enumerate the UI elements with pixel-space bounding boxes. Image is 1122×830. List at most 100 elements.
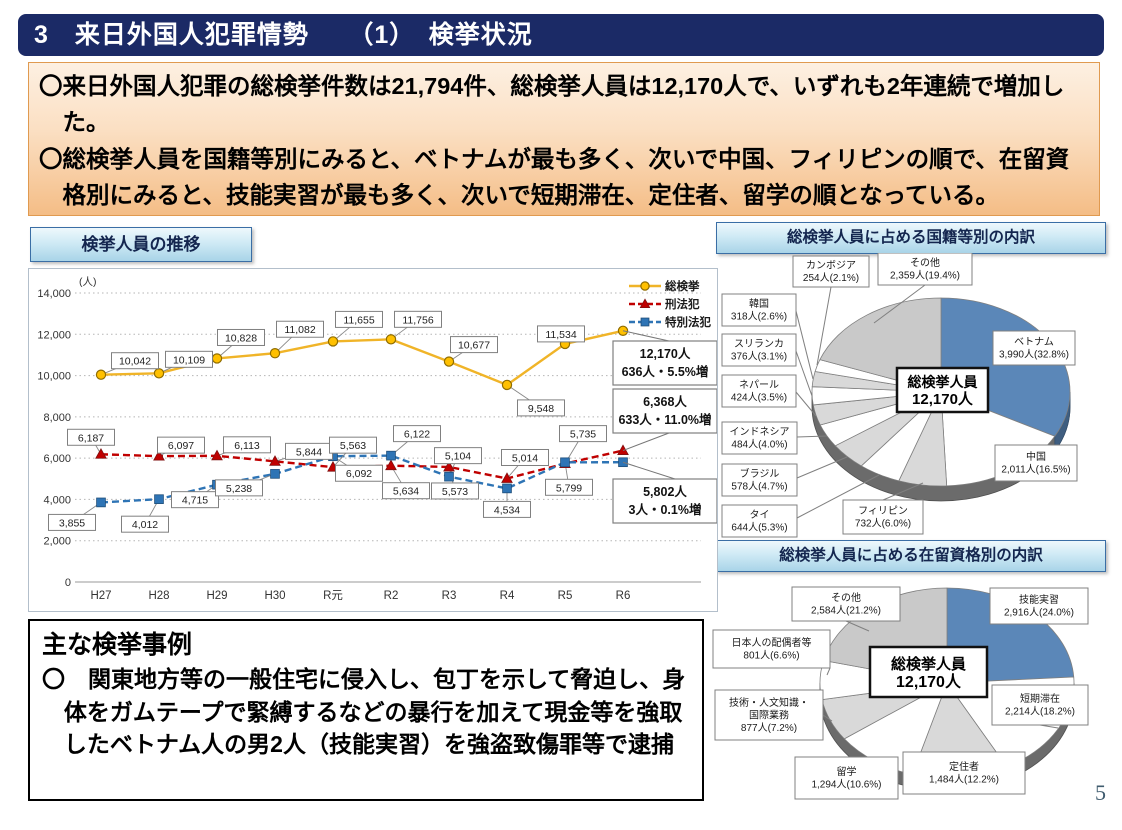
marker-circle — [153, 368, 165, 379]
pie-leader-line — [796, 456, 848, 479]
data-label: 11,534 — [545, 329, 576, 341]
pie-label: その他 — [831, 591, 861, 604]
data-label-box — [394, 310, 442, 328]
marker-square — [640, 317, 650, 327]
pie-label-box — [791, 586, 901, 622]
summary-paragraph-1: 〇来日外国人犯罪の総検挙件数は21,794件、総検挙人員は12,170人で、いず… — [39, 73, 1065, 136]
data-label-box — [517, 399, 565, 417]
data-label: 6,113 — [234, 440, 260, 452]
legend-label: 特別法犯 — [665, 315, 711, 329]
data-label-box — [382, 482, 430, 500]
data-label: 6,097 — [168, 440, 194, 452]
pie-leader-line — [795, 310, 814, 380]
pie-label: スリランカ — [734, 338, 784, 350]
callout-line1: 12,170人 — [640, 346, 691, 361]
marker-triangle — [617, 444, 629, 455]
pie-leader-line — [816, 286, 832, 366]
legend-label: 刑法犯 — [665, 297, 700, 311]
marker-circle — [95, 369, 107, 380]
marker-square — [386, 450, 396, 461]
pie-label: カンボジア — [806, 260, 856, 272]
pie-label: 578人(4.7%) — [731, 481, 787, 493]
x-tick-label: R5 — [558, 590, 573, 602]
section-title-residence-status: 総検挙人員に占める在留資格別の内訳 — [716, 540, 1106, 572]
x-tick-label: H28 — [148, 590, 169, 602]
summary-box: 〇来日外国人犯罪の総検挙件数は21,794件、総検挙人員は12,170人で、いず… — [28, 62, 1100, 216]
pie-label: 2,584人(21.2%) — [811, 605, 881, 617]
case-box-body: 〇 関東地方等の一般住宅に侵入し、包丁を示して脅迫し、身体をガムテープで緊縛する… — [42, 666, 686, 758]
data-label: 5,573 — [442, 486, 468, 498]
arrests-trend-line-chart: 0 2,000 4,000 6,000 8,000 10,000 12,000 14,000 (… — [37, 276, 718, 602]
data-label-box — [217, 328, 265, 346]
pie-label: 韓国 — [749, 298, 769, 310]
marker-circle — [269, 348, 281, 359]
data-label: 6,187 — [78, 432, 104, 444]
data-label-box — [171, 491, 219, 509]
data-label: 5,014 — [512, 452, 538, 464]
data-label-box — [431, 482, 479, 500]
data-label-box — [215, 479, 263, 497]
pie-label-box — [721, 333, 797, 367]
data-label: 3,855 — [59, 517, 85, 529]
data-label: 5,104 — [445, 451, 471, 463]
data-label-box — [450, 336, 498, 354]
pie-leader-line — [845, 620, 870, 632]
marker-circle — [327, 336, 339, 347]
pie-label: 3,990人(32.8%) — [999, 349, 1069, 361]
data-label: 11,655 — [343, 314, 374, 326]
y-axis-unit-label: (人) — [79, 276, 97, 288]
data-label: 10,677 — [458, 340, 490, 352]
pie-label-box — [712, 629, 831, 669]
pie-label-box — [721, 463, 798, 497]
x-tick-label: R4 — [500, 590, 515, 602]
pie-leader-line — [795, 350, 813, 397]
marker-circle — [640, 281, 650, 291]
x-tick-label: H30 — [264, 590, 285, 602]
pie-label: タイ — [750, 509, 770, 521]
pie-center-line2: 12,170人 — [896, 673, 962, 691]
pie-center-box — [868, 645, 989, 699]
callout-pointer — [622, 432, 670, 452]
summary-paragraph-2: 〇総検挙人員を国籍等別にみると、ベトナムが最も多く、次いで中国、フィリピンの順で… — [39, 145, 1070, 209]
marker-square — [618, 457, 628, 468]
x-tick-label: H27 — [90, 590, 111, 602]
callout-line2: 3人・0.1%増 — [629, 502, 702, 517]
data-label-box — [329, 436, 377, 454]
data-label-box — [111, 352, 159, 370]
marker-square — [560, 457, 570, 468]
data-label-box — [276, 320, 324, 338]
callout-line2: 633人・11.0%増 — [618, 412, 711, 427]
marker-circle — [443, 356, 455, 367]
marker-circle — [501, 379, 513, 391]
callout-pointer — [622, 461, 676, 480]
pie-leader-line — [873, 284, 926, 324]
pie-label-box — [721, 374, 797, 408]
data-label: 5,563 — [340, 440, 366, 452]
pie-label: ブラジル — [740, 467, 780, 480]
pie-label-box — [714, 689, 824, 741]
x-tick-label: R元 — [323, 590, 343, 602]
marker-triangle — [211, 449, 223, 461]
data-label: 9,548 — [528, 403, 554, 415]
pie-center-line2: 12,170人 — [912, 391, 974, 408]
pie-label: 801人(6.6%) — [743, 650, 799, 662]
pie-leader-line — [796, 435, 828, 438]
pie-label: インドネシア — [730, 426, 790, 438]
pie-label: 中国 — [1026, 450, 1046, 463]
y-tick-label: 14,000 — [37, 288, 71, 300]
trend-chart-frame: 0 2,000 4,000 6,000 8,000 10,000 12,000 14,000 (… — [28, 268, 718, 612]
pie-label-box — [991, 684, 1089, 726]
pie-leader-line — [826, 667, 831, 676]
page-title: 3 来日外国人犯罪情勢 （1） 検挙状況 — [18, 14, 1104, 56]
callout-box — [612, 388, 718, 434]
pie-label: ベトナム — [1014, 336, 1054, 348]
pie-label-box — [721, 293, 797, 327]
pie-label-box — [792, 255, 870, 288]
pie-label: 留学 — [837, 765, 857, 778]
marker-triangle — [443, 460, 455, 472]
x-tick-label: R2 — [384, 590, 399, 602]
pie-label: 254人(2.1%) — [803, 272, 859, 284]
pie-label: 国際業務 — [749, 708, 789, 721]
page-number: 5 — [1095, 780, 1106, 805]
pie-label: 短期滞在 — [1020, 692, 1060, 705]
